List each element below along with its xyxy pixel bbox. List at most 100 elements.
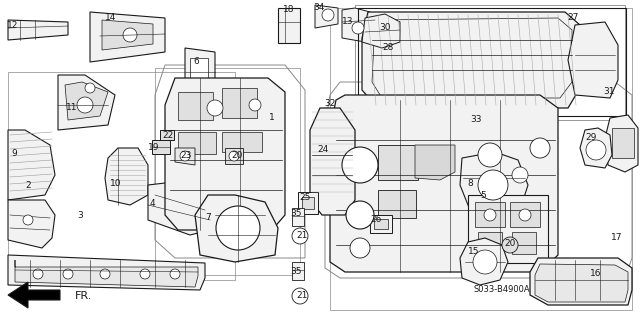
Circle shape [207, 100, 223, 116]
Circle shape [140, 269, 150, 279]
Text: 29: 29 [586, 133, 596, 143]
Bar [152, 140, 170, 154]
Text: 15: 15 [468, 248, 480, 256]
Circle shape [342, 147, 378, 183]
Bar [475, 202, 505, 227]
Polygon shape [460, 152, 528, 218]
Text: 20: 20 [231, 151, 243, 160]
Bar [302, 197, 314, 209]
Polygon shape [102, 20, 153, 50]
Bar [222, 88, 257, 118]
Text: 12: 12 [7, 20, 19, 29]
Text: 34: 34 [314, 3, 324, 11]
Text: FR.: FR. [75, 291, 92, 301]
Circle shape [170, 269, 180, 279]
Bar [222, 132, 262, 152]
Polygon shape [310, 108, 355, 215]
Text: 35: 35 [291, 268, 301, 277]
Text: 7: 7 [205, 213, 211, 222]
Circle shape [530, 138, 550, 158]
Bar [292, 208, 304, 226]
Polygon shape [330, 95, 558, 272]
Bar [298, 192, 318, 214]
Polygon shape [185, 48, 215, 95]
Text: 9: 9 [11, 149, 17, 158]
Bar [296, 290, 304, 302]
Circle shape [478, 143, 502, 167]
Bar [478, 232, 502, 254]
Bar [612, 128, 634, 158]
Text: 33: 33 [470, 115, 482, 124]
Bar [355, 5, 625, 120]
Text: 20: 20 [504, 239, 516, 248]
Bar [190, 58, 208, 78]
Circle shape [512, 167, 528, 183]
Circle shape [346, 201, 374, 229]
Bar [374, 219, 388, 229]
Polygon shape [65, 82, 108, 120]
Text: 10: 10 [110, 179, 122, 188]
Polygon shape [15, 260, 198, 287]
Text: 32: 32 [324, 99, 336, 108]
Text: 18: 18 [284, 5, 295, 14]
Circle shape [502, 237, 518, 253]
Bar [296, 230, 304, 242]
Text: 21: 21 [296, 232, 308, 241]
Circle shape [478, 170, 508, 200]
Polygon shape [105, 148, 148, 205]
Circle shape [473, 250, 497, 274]
Polygon shape [90, 12, 165, 62]
Text: 21: 21 [296, 292, 308, 300]
Polygon shape [568, 22, 618, 98]
Text: 28: 28 [382, 42, 394, 51]
Text: 16: 16 [590, 269, 602, 278]
Text: 19: 19 [148, 144, 160, 152]
Bar [225, 148, 243, 164]
Text: 17: 17 [611, 233, 623, 241]
Bar [468, 195, 548, 263]
Circle shape [85, 83, 95, 93]
Polygon shape [58, 75, 115, 130]
Text: 14: 14 [106, 13, 116, 23]
Polygon shape [8, 200, 55, 248]
Text: 5: 5 [480, 191, 486, 201]
Polygon shape [8, 130, 55, 200]
Circle shape [352, 22, 364, 34]
Text: 4: 4 [149, 198, 155, 207]
Text: 30: 30 [380, 24, 391, 33]
Polygon shape [362, 14, 400, 48]
Polygon shape [148, 183, 215, 235]
Circle shape [519, 209, 531, 221]
Polygon shape [605, 115, 638, 172]
Bar [358, 8, 626, 116]
Circle shape [292, 288, 308, 304]
Text: 22: 22 [163, 130, 173, 139]
Text: 35: 35 [291, 209, 301, 218]
Circle shape [33, 269, 43, 279]
Polygon shape [8, 20, 68, 40]
Text: 27: 27 [567, 12, 579, 21]
Text: 1: 1 [269, 114, 275, 122]
Circle shape [216, 206, 260, 250]
Bar [370, 215, 392, 233]
Circle shape [23, 215, 33, 225]
Bar [292, 262, 304, 280]
Bar [378, 190, 416, 218]
Bar [178, 92, 213, 120]
Polygon shape [362, 12, 580, 108]
Circle shape [100, 269, 110, 279]
Polygon shape [315, 5, 338, 28]
Bar [512, 232, 536, 254]
Text: 26: 26 [371, 216, 381, 225]
Text: 11: 11 [67, 102, 77, 112]
Circle shape [249, 99, 261, 111]
Circle shape [77, 97, 93, 113]
Polygon shape [530, 258, 632, 305]
Circle shape [292, 228, 308, 244]
Polygon shape [415, 145, 455, 180]
Text: 6: 6 [193, 57, 199, 66]
Circle shape [586, 140, 606, 160]
Circle shape [63, 269, 73, 279]
Circle shape [350, 238, 370, 258]
Polygon shape [342, 8, 375, 42]
